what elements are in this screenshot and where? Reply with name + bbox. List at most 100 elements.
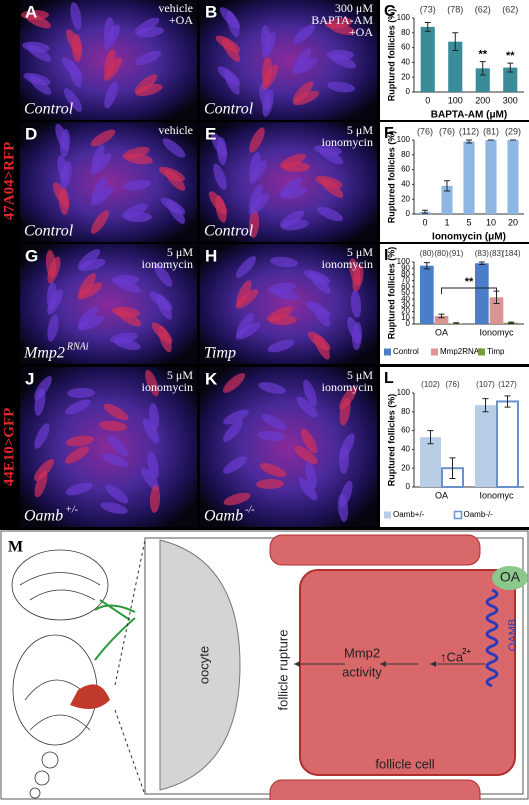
y-tick-label: 20 <box>401 194 410 203</box>
follicle <box>103 403 129 421</box>
bar <box>485 140 497 214</box>
follicle <box>90 210 110 234</box>
y-tick-label: 20 <box>401 463 410 472</box>
follicle <box>215 195 227 223</box>
legend-swatch <box>431 348 438 356</box>
follicle <box>59 129 71 157</box>
follicle <box>107 435 129 457</box>
follicle <box>330 53 356 69</box>
x-tick-label: 300 <box>503 95 518 105</box>
follicle <box>149 485 161 513</box>
annotation: vehicle <box>158 123 193 137</box>
follicle <box>100 502 128 514</box>
bar <box>489 297 504 324</box>
follicle <box>124 212 152 222</box>
follicle <box>58 187 70 215</box>
follicle <box>65 482 93 496</box>
follicle <box>28 75 52 95</box>
mmp2-label: Mmp2 <box>344 645 380 660</box>
panel-letter: L <box>384 370 394 387</box>
n-label: (80) <box>420 249 435 258</box>
follicle <box>309 272 331 294</box>
follicle <box>158 325 172 353</box>
significance: ** <box>478 49 487 61</box>
n-label: (184) <box>502 249 521 258</box>
follicle <box>280 186 308 200</box>
y-tick-label: 20 <box>401 72 410 81</box>
annotation: +OA <box>169 13 193 27</box>
follicle <box>142 418 160 444</box>
follicle <box>235 289 259 309</box>
follicle <box>216 137 228 165</box>
follicle <box>70 2 82 30</box>
bar <box>434 315 449 324</box>
follicle <box>135 83 163 97</box>
y-axis-label: Ruptured follicles (%) <box>386 131 396 224</box>
caption: Control <box>204 223 254 240</box>
annotation: ionomycin <box>322 257 373 271</box>
bar <box>496 400 519 488</box>
error-bar <box>449 457 456 480</box>
cell-label: follicle cell <box>375 756 434 771</box>
follicle <box>26 44 52 62</box>
follicle <box>303 379 317 407</box>
follicle <box>90 186 114 206</box>
error-bar <box>453 322 460 325</box>
legend-label: Mmp2RNAi <box>440 347 481 356</box>
legend-swatch <box>478 348 485 356</box>
rupture-label: follicle rupture <box>275 630 290 711</box>
x-tick-label: 20 <box>508 217 518 227</box>
n-label: (81) <box>483 126 499 136</box>
follicle <box>156 294 172 320</box>
follicle <box>140 467 160 491</box>
significance: ** <box>465 276 474 288</box>
x-axis-label: BAPTA-AM (μM) <box>431 110 507 121</box>
annotation: ionomycin <box>322 380 373 394</box>
error-bar <box>507 62 514 73</box>
y-tick-label: 80 <box>401 407 410 416</box>
x-tick-label: Ionomyc <box>479 490 514 500</box>
follicle <box>125 153 153 165</box>
follicle <box>269 314 297 326</box>
follicle <box>257 430 285 442</box>
bar <box>475 68 490 92</box>
follicle <box>145 369 159 397</box>
follicle <box>136 26 164 38</box>
follicle <box>248 193 270 215</box>
n-label: (73) <box>420 4 436 14</box>
n-label: (83) <box>489 249 504 258</box>
y-axis-label: Ruptured follicles (%) <box>386 394 396 487</box>
follicle <box>148 403 160 431</box>
follicle <box>99 420 127 432</box>
panel-letter: G <box>25 246 38 265</box>
follicle <box>314 334 330 360</box>
legend-swatch <box>384 511 391 519</box>
panel-letter: I <box>384 247 388 264</box>
oocyte-shape <box>159 539 241 791</box>
y-tick-label: 60 <box>401 426 410 435</box>
x-tick-label: 0 <box>422 217 427 227</box>
oocyte-label: oocyte <box>196 646 211 684</box>
annotation: 5 μM <box>167 245 193 259</box>
y-tick-label: 60 <box>401 165 410 174</box>
legend-swatch <box>453 510 463 520</box>
bar <box>420 26 435 93</box>
bar <box>503 67 518 92</box>
annotation: BAPTA-AM <box>311 13 373 27</box>
x-axis-label: Ionomycin (μM) <box>432 232 506 243</box>
x-tick-label: 0 <box>425 95 430 105</box>
caption: Control <box>204 101 254 118</box>
error-bar <box>424 21 431 32</box>
x-tick-label: 1 <box>444 217 449 227</box>
bar <box>475 263 489 324</box>
follicle <box>339 433 355 459</box>
y-tick-label: 0 <box>406 482 411 491</box>
follicle <box>320 178 344 198</box>
follicle <box>153 263 173 287</box>
follicle <box>327 81 355 93</box>
follicle <box>235 322 261 340</box>
follicle <box>65 399 91 415</box>
mature-follicle <box>70 684 110 709</box>
follicle <box>339 386 357 410</box>
